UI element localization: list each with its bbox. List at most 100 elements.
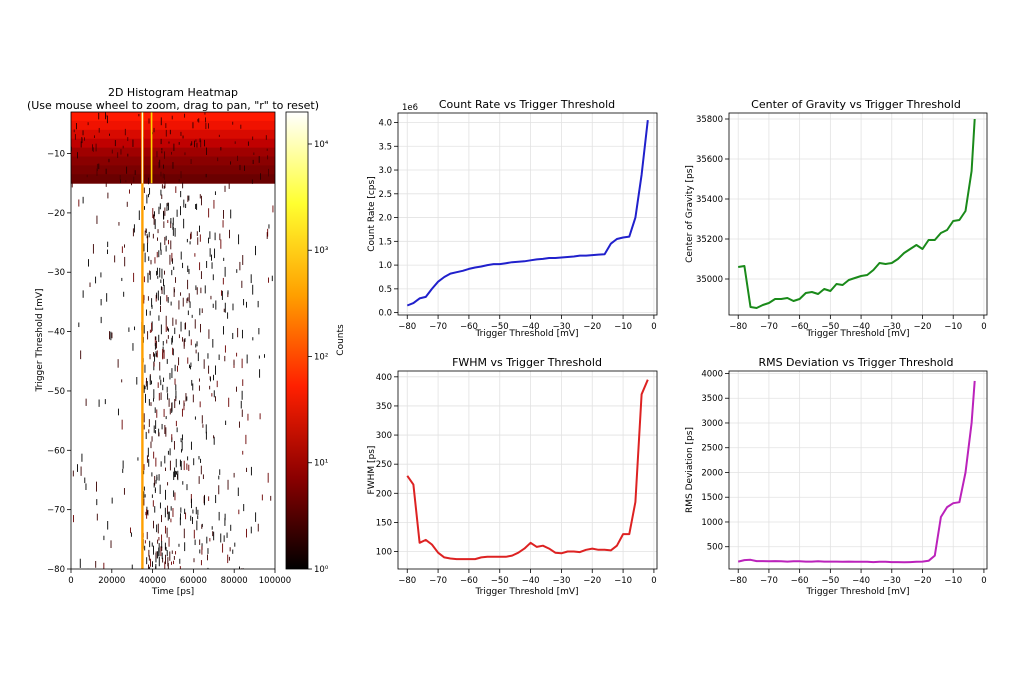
heatmap-cell	[133, 176, 135, 183]
heatmap-cell	[156, 340, 158, 349]
heatmap-cell	[204, 285, 206, 294]
heatmap-cell	[237, 327, 239, 338]
heatmap-cell	[232, 332, 234, 340]
heatmap-cell	[184, 323, 186, 330]
heatmap-cell	[155, 351, 157, 357]
heatmap-cell	[227, 290, 229, 295]
fwhm-panel[interactable]: FWHM vs Trigger Threshold −80 −70 −60 −50 −4…	[367, 356, 658, 597]
heatmap-cell	[174, 470, 176, 477]
heatmap-cell	[176, 471, 177, 475]
heatmap-cell	[212, 303, 214, 308]
heatmap-cell	[156, 409, 158, 418]
heatmap-cell	[151, 298, 153, 307]
heatmap-cell	[149, 375, 151, 385]
heatmap-cell	[134, 170, 136, 175]
heatmap-cell	[252, 136, 254, 141]
heatmap-cell	[246, 301, 247, 308]
count-rate-panel[interactable]: Count Rate vs Trigger Threshold 1e6 −80 −…	[367, 98, 658, 339]
heatmap-cell	[197, 237, 199, 245]
heatmap-cell	[183, 402, 185, 407]
heatmap-cell	[153, 482, 155, 488]
rms-deviation-panel[interactable]: RMS Deviation vs Trigger Threshold −80 −7…	[685, 356, 988, 597]
heatmap-cell	[120, 179, 121, 184]
heatmap-cell	[195, 506, 197, 515]
heatmap-cell	[160, 117, 162, 126]
heatmap-cell	[156, 270, 158, 276]
heatmap-cell	[158, 161, 160, 169]
heatmap-cell	[187, 265, 189, 273]
x-tick-label: −70	[429, 576, 447, 586]
heatmap-cell	[199, 138, 201, 143]
heatmap-cell	[205, 122, 207, 130]
heatmap-panel[interactable]: 2D Histogram Heatmap (Use mouse wheel to…	[27, 86, 319, 597]
heatmap-cell	[190, 143, 192, 146]
heatmap-cell	[159, 484, 161, 495]
heatmap-cell	[157, 229, 159, 234]
heatmap-cell	[196, 203, 198, 210]
heatmap-cell	[164, 455, 166, 464]
heatmap-cell	[196, 520, 198, 531]
heatmap-cell	[236, 386, 237, 392]
heatmap-cell	[233, 360, 235, 366]
rms-deviation-plot-frame	[728, 370, 988, 570]
heatmap-cell	[162, 384, 164, 391]
heatmap-cell	[228, 397, 230, 407]
heatmap-cell	[165, 123, 167, 129]
heatmap-cell	[247, 413, 249, 421]
heatmap-cell	[96, 215, 98, 224]
heatmap-cell	[160, 305, 161, 312]
heatmap-cell	[119, 174, 121, 180]
heatmap-cell	[154, 430, 156, 434]
heatmap-cell	[167, 219, 169, 223]
heatmap-cell	[146, 194, 148, 204]
heatmap-cell	[224, 345, 226, 353]
heatmap-cell	[193, 558, 195, 563]
heatmap-cell	[217, 157, 219, 162]
heatmap-cell	[188, 268, 190, 275]
heatmap-cell	[158, 206, 160, 215]
heatmap-cell	[93, 135, 95, 138]
heatmap-cell	[163, 377, 165, 382]
heatmap-cell	[103, 535, 105, 541]
heatmap-cell	[98, 163, 100, 170]
heatmap-cell	[192, 509, 194, 514]
heatmap-cell	[182, 135, 184, 139]
heatmap-cell	[180, 321, 182, 332]
y-tick-label: −20	[47, 209, 65, 219]
heatmap-cell	[98, 112, 100, 120]
heatmap-cell	[126, 166, 128, 174]
heatmap-cell	[250, 274, 252, 284]
heatmap-cell	[170, 506, 172, 511]
heatmap-cell	[148, 564, 149, 569]
center-of-gravity-panel[interactable]: Center of Gravity vs Trigger Threshold −…	[685, 98, 988, 339]
colorbar-tick-label: 10³	[314, 246, 328, 256]
heatmap-cell	[197, 352, 199, 362]
x-tick-label: −30	[552, 322, 570, 332]
colorbar-tick-label: 10⁴	[314, 140, 329, 150]
heatmap-cell	[156, 251, 158, 258]
heatmap-cell	[227, 312, 229, 319]
heatmap-cell	[171, 561, 172, 565]
heatmap-cell	[80, 466, 82, 476]
y-tick-label: 1.5	[378, 237, 392, 247]
heatmap-cell	[214, 248, 216, 259]
heatmap-cell	[198, 118, 200, 123]
heatmap-cell	[174, 467, 176, 478]
heatmap-cell	[124, 244, 125, 248]
heatmap-peak-column	[141, 112, 144, 569]
y-tick-label: 2000	[701, 468, 723, 478]
heatmap-cell	[199, 234, 201, 242]
heatmap-cell	[172, 317, 174, 326]
rms-deviation-y-label: RMS Deviation [ps]	[685, 427, 695, 513]
y-tick-label: 150	[376, 518, 392, 528]
heatmap-cell	[223, 209, 224, 219]
heatmap-cell	[111, 332, 113, 339]
heatmap-cell	[182, 182, 184, 189]
x-tick-label: 60000	[180, 576, 207, 586]
heatmap-cell	[143, 187, 145, 194]
heatmap-cell	[264, 354, 265, 358]
heatmap-cell	[224, 355, 226, 362]
heatmap-cell	[78, 199, 80, 207]
heatmap-cell	[173, 490, 175, 497]
heatmap-cell	[268, 168, 269, 177]
